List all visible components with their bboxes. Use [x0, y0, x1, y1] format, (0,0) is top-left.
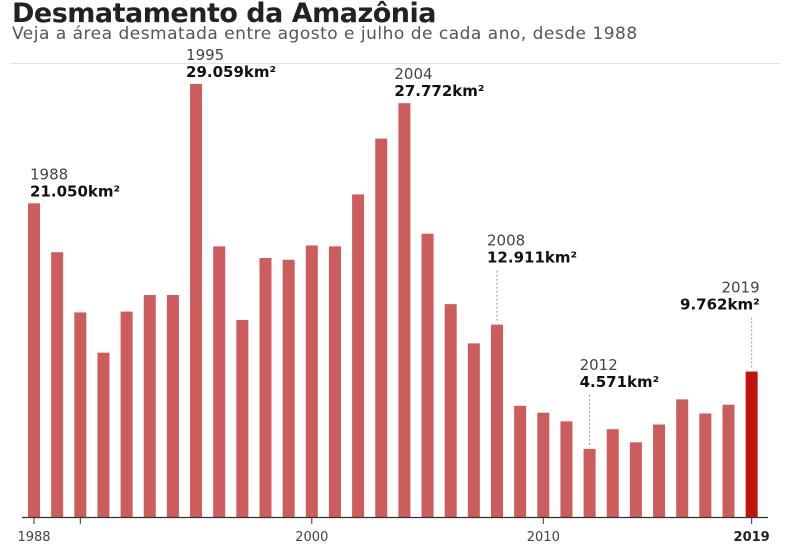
annotation-value-2004: 27.772km² — [394, 82, 484, 100]
bar-2002 — [352, 194, 365, 517]
bar-2011 — [560, 421, 573, 517]
bar-2014 — [629, 442, 642, 517]
bar-1990 — [74, 312, 87, 517]
annotation-value-2012: 4.571km² — [580, 373, 660, 391]
bar-2018 — [722, 404, 735, 517]
chart-title: Desmatamento da Amazônia — [12, 0, 436, 29]
annotation-year-1995: 1995 — [186, 46, 224, 64]
bar-1992 — [120, 311, 133, 517]
bar-2008 — [491, 324, 503, 517]
x-tick-label-1988: 1988 — [17, 530, 50, 545]
bar-1997 — [236, 319, 249, 517]
bar-2015 — [653, 424, 666, 517]
annotation-value-2008: 12.911km² — [487, 249, 577, 267]
annotation-year-1988: 1988 — [30, 165, 68, 183]
bar-1993 — [143, 295, 156, 517]
bar-2016 — [676, 399, 689, 517]
x-tick-label-2010: 2010 — [527, 530, 560, 545]
bar-1988 — [28, 203, 40, 518]
bar-1998 — [259, 257, 272, 517]
x-tick-label-2019: 2019 — [734, 530, 770, 545]
bar-2012 — [583, 448, 596, 517]
bar-2003 — [375, 138, 388, 517]
x-tick-label-2000: 2000 — [295, 530, 328, 545]
bar-1995 — [190, 84, 203, 518]
bar-1991 — [97, 352, 110, 517]
bar-2009 — [514, 405, 527, 517]
bar-2013 — [606, 429, 619, 517]
bar-1999 — [282, 259, 295, 517]
bar-2010 — [537, 412, 550, 517]
bar-2006 — [444, 304, 457, 517]
bar-2001 — [328, 246, 341, 517]
annotation-value-1995: 29.059km² — [186, 63, 276, 81]
chart-subtitle: Veja a área desmatada entre agosto e jul… — [12, 24, 638, 44]
bar-1996 — [213, 246, 226, 517]
annotation-year-2008: 2008 — [487, 232, 525, 250]
bar-2019 — [745, 371, 758, 517]
bar-2000 — [305, 245, 318, 517]
annotation-year-2004: 2004 — [394, 65, 432, 83]
annotation-year-2012: 2012 — [580, 356, 618, 374]
bar-1989 — [51, 252, 64, 518]
bar-2005 — [421, 233, 434, 517]
bar-2004 — [398, 103, 411, 517]
bar-2017 — [699, 413, 712, 517]
annotation-value-2019: 9.762km² — [680, 296, 760, 314]
annotation-value-1988: 21.050km² — [30, 182, 120, 200]
header-divider — [10, 63, 780, 64]
annotation-year-2019: 2019 — [721, 279, 759, 297]
bar-2007 — [467, 343, 480, 517]
bar-1994 — [166, 295, 179, 517]
